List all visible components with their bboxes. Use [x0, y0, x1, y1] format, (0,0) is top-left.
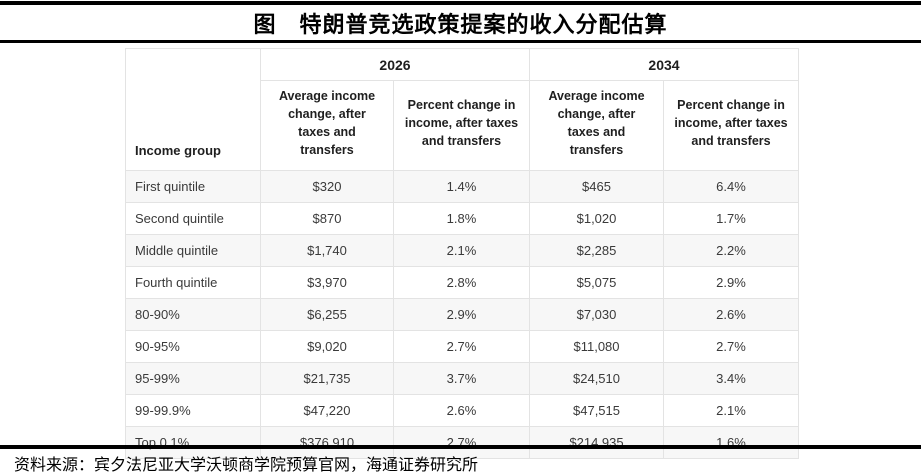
value-cell: 2.7% — [393, 425, 530, 459]
value-cell: 1.7% — [663, 201, 799, 235]
value-cell: 2.8% — [393, 265, 530, 299]
income-group-cell: First quintile — [125, 169, 261, 203]
value-cell: $1,020 — [529, 201, 664, 235]
value-cell: 2.9% — [393, 297, 530, 331]
income-group-cell: 95-99% — [125, 361, 261, 395]
header-2034-percent-change: Percent change in income, after taxes an… — [663, 80, 799, 171]
value-cell: $24,510 — [529, 361, 664, 395]
income-group-cell: Middle quintile — [125, 233, 261, 267]
value-cell: 2.1% — [393, 233, 530, 267]
income-group-cell: Fourth quintile — [125, 265, 261, 299]
table-row: First quintile $320 1.4% $465 6.4% — [125, 169, 799, 203]
value-cell: 3.7% — [393, 361, 530, 395]
income-group-header: Income group — [125, 48, 261, 171]
value-cell: $320 — [260, 169, 394, 203]
table-row: 80-90% $6,255 2.9% $7,030 2.6% — [125, 297, 799, 331]
table-row: 90-95% $9,020 2.7% $11,080 2.7% — [125, 329, 799, 363]
income-group-cell: 80-90% — [125, 297, 261, 331]
income-group-cell: 99-99.9% — [125, 393, 261, 427]
value-cell: $1,740 — [260, 233, 394, 267]
figure-title: 图 特朗普竞选政策提案的收入分配估算 — [253, 12, 668, 37]
year-header-2034: 2034 — [529, 48, 799, 81]
value-cell: $3,970 — [260, 265, 394, 299]
value-cell: 1.4% — [393, 169, 530, 203]
table-row: Second quintile $870 1.8% $1,020 1.7% — [125, 201, 799, 235]
value-cell: 2.1% — [663, 393, 799, 427]
value-cell: $21,735 — [260, 361, 394, 395]
measure-header-row: Average income change, after taxes and t… — [126, 80, 799, 171]
title-divider — [0, 40, 921, 43]
value-cell: 1.8% — [393, 201, 530, 235]
year-header-2026: 2026 — [260, 48, 530, 81]
year-header-row: Income group 2026 2034 — [125, 48, 799, 171]
table-row: Top 0.1% $376,910 2.7% $214,935 1.6% — [125, 425, 799, 459]
value-cell: $9,020 — [260, 329, 394, 363]
value-cell: $376,910 — [260, 425, 394, 459]
source-note: 资料来源：宾夕法尼亚大学沃顿商学院预算官网，海通证券研究所 — [14, 457, 479, 474]
table-row: Fourth quintile $3,970 2.8% $5,075 2.9% — [125, 265, 799, 299]
value-cell: 2.7% — [393, 329, 530, 363]
value-cell: $465 — [529, 169, 664, 203]
income-distribution-table: Income group 2026 2034 Average income ch… — [125, 48, 799, 459]
value-cell: 2.6% — [393, 393, 530, 427]
header-2034-average-change: Average income change, after taxes and t… — [529, 80, 664, 171]
value-cell: $47,515 — [529, 393, 664, 427]
table-row: 95-99% $21,735 3.7% $24,510 3.4% — [125, 361, 799, 395]
top-divider — [0, 1, 921, 5]
value-cell: $2,285 — [529, 233, 664, 267]
value-cell: 2.9% — [663, 265, 799, 299]
table-row: 99-99.9% $47,220 2.6% $47,515 2.1% — [125, 393, 799, 427]
header-2026-percent-change: Percent change in income, after taxes an… — [393, 80, 530, 171]
table-row: Middle quintile $1,740 2.1% $2,285 2.2% — [125, 233, 799, 267]
value-cell: $6,255 — [260, 297, 394, 331]
value-cell: $870 — [260, 201, 394, 235]
value-cell: $11,080 — [529, 329, 664, 363]
value-cell: 1.6% — [663, 425, 799, 459]
income-group-cell: Second quintile — [125, 201, 261, 235]
value-cell: $7,030 — [529, 297, 664, 331]
value-cell: $47,220 — [260, 393, 394, 427]
income-group-cell: 90-95% — [125, 329, 261, 363]
header-2026-average-change: Average income change, after taxes and t… — [260, 80, 394, 171]
value-cell: 3.4% — [663, 361, 799, 395]
bottom-divider — [0, 445, 921, 449]
value-cell: 2.2% — [663, 233, 799, 267]
value-cell: 6.4% — [663, 169, 799, 203]
value-cell: $214,935 — [529, 425, 664, 459]
value-cell: 2.6% — [663, 297, 799, 331]
value-cell: 2.7% — [663, 329, 799, 363]
value-cell: $5,075 — [529, 265, 664, 299]
